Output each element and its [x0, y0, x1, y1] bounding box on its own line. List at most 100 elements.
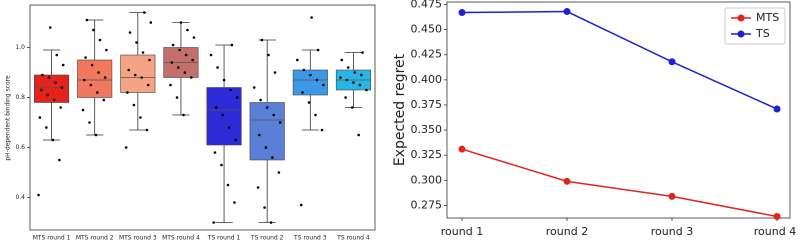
data-point: [316, 48, 320, 52]
y-tick-label: 0.350: [411, 123, 443, 136]
x-tick-label: round 4: [754, 225, 796, 238]
data-point: [54, 81, 57, 84]
box: [77, 59, 113, 98]
data-point: [278, 121, 282, 124]
data-point: [668, 192, 676, 200]
data-point: [299, 203, 303, 207]
data-point: [135, 41, 138, 44]
data-point: [145, 128, 149, 132]
data-point: [773, 105, 781, 113]
data-point: [773, 212, 781, 220]
data-point: [272, 113, 275, 117]
data-point: [458, 9, 466, 17]
data-point: [353, 71, 357, 74]
data-point: [309, 73, 312, 77]
x-tick-label: MTS round 4: [162, 235, 200, 242]
data-point: [301, 91, 304, 94]
data-point: [128, 31, 132, 34]
data-point: [322, 83, 325, 87]
data-point: [352, 81, 355, 84]
data-point: [46, 93, 49, 97]
data-point: [90, 63, 94, 67]
data-point: [668, 58, 676, 66]
data-point: [350, 106, 354, 109]
data-point: [277, 171, 281, 174]
data-point: [143, 11, 146, 14]
data-point: [359, 73, 363, 77]
data-point: [302, 68, 306, 72]
data-point: [339, 76, 342, 79]
x-tick-label: MTS round 3: [119, 235, 157, 242]
data-point: [314, 113, 317, 117]
data-point: [267, 53, 270, 57]
data-point: [126, 91, 129, 94]
data-point: [37, 193, 40, 197]
data-point: [563, 177, 571, 185]
data-point: [209, 53, 213, 57]
data-point: [264, 146, 268, 149]
data-point: [221, 113, 225, 117]
data-point: [220, 163, 223, 167]
data-point: [269, 221, 273, 224]
data-point: [365, 88, 368, 92]
data-point: [105, 48, 108, 52]
left-frame: [29, 4, 376, 231]
series-line: [461, 148, 778, 218]
data-point: [216, 66, 219, 69]
data-point: [563, 8, 571, 16]
data-point: [170, 61, 174, 64]
data-point: [226, 183, 230, 187]
y-tick-label: 0.8: [15, 94, 25, 101]
data-point: [55, 53, 59, 57]
data-point: [229, 88, 232, 92]
data-point: [191, 58, 194, 62]
data-point: [358, 83, 362, 87]
data-point: [361, 51, 364, 54]
data-point: [94, 133, 98, 137]
data-point: [178, 48, 181, 52]
data-point: [98, 38, 102, 42]
y-tick-label: 0.475: [411, 0, 443, 11]
legend-label: TS: [755, 27, 770, 40]
data-point: [213, 151, 217, 154]
data-point: [233, 201, 236, 204]
y-tick-label: 0.325: [411, 148, 443, 161]
data-point: [132, 103, 136, 107]
data-point: [345, 78, 349, 82]
data-point: [344, 96, 347, 99]
x-tick-label: TS round 1: [207, 235, 241, 242]
data-point: [141, 51, 145, 54]
data-point: [140, 76, 144, 79]
y-tick-label: 1.0: [15, 44, 25, 51]
data-point: [186, 28, 189, 32]
data-point: [252, 86, 256, 89]
series-line: [461, 10, 778, 110]
data-point: [88, 121, 91, 124]
data-point: [340, 58, 344, 62]
data-point: [146, 83, 150, 87]
y-tick-label: 0.6: [15, 144, 25, 151]
x-tick-label: round 1: [441, 225, 483, 238]
data-point: [192, 36, 196, 39]
data-point: [222, 78, 226, 82]
data-point: [169, 83, 172, 87]
data-point: [103, 76, 107, 79]
data-point: [320, 128, 324, 132]
data-point: [265, 106, 269, 109]
data-point: [183, 71, 187, 74]
data-point: [148, 58, 151, 62]
data-point: [61, 63, 65, 67]
data-point: [346, 66, 350, 69]
data-point: [234, 138, 238, 142]
data-point: [230, 43, 234, 47]
data-point: [307, 101, 311, 104]
data-point: [212, 221, 215, 224]
x-tick-label: TS round 3: [293, 235, 327, 242]
data-point: [59, 106, 62, 109]
data-point: [92, 28, 95, 32]
data-point: [81, 108, 85, 112]
x-tick-label: MTS round 1: [33, 235, 71, 242]
y-tick-label: 0.400: [411, 73, 443, 86]
data-point: [227, 126, 231, 129]
y-tick-label: 0.375: [411, 98, 443, 111]
